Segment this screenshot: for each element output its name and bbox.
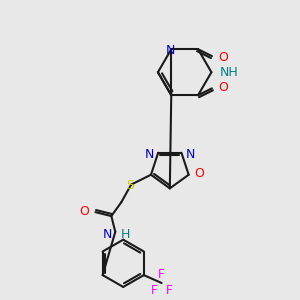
Text: O: O: [218, 51, 228, 64]
Text: N: N: [185, 148, 195, 161]
Text: O: O: [218, 81, 228, 94]
Text: N: N: [103, 228, 112, 241]
Text: O: O: [195, 167, 205, 180]
Text: NH: NH: [219, 66, 238, 79]
Text: O: O: [80, 205, 89, 218]
Text: N: N: [145, 148, 154, 161]
Text: F: F: [150, 284, 157, 297]
Text: F: F: [158, 268, 165, 281]
Text: H: H: [121, 228, 130, 241]
Text: N: N: [166, 44, 175, 57]
Text: S: S: [126, 179, 134, 192]
Text: F: F: [166, 284, 173, 297]
